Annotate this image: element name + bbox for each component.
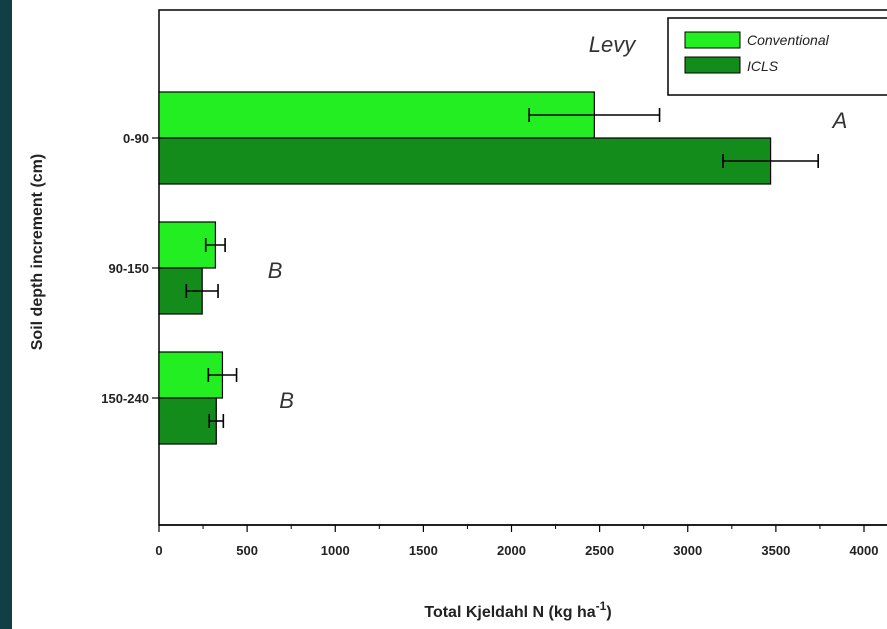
x-tick-label: 3500 bbox=[761, 543, 790, 558]
x-axis-title-superscript: -1 bbox=[596, 599, 607, 613]
annotations-layer: A B B bbox=[268, 108, 848, 413]
legend-label-conventional: Conventional bbox=[747, 32, 830, 48]
bar-chart: 0 500 1000 1500 2000 2500 3000 3500 4000 0-90 90-… bbox=[29, 9, 887, 621]
x-tick-label: 500 bbox=[236, 543, 258, 558]
bar-icls-150-240 bbox=[158, 397, 217, 445]
x-axis: 0 500 1000 1500 2000 2500 3000 3500 4000 bbox=[155, 524, 887, 558]
group-letter: B bbox=[279, 388, 294, 413]
x-axis-title-main: Total Kjeldahl N (kg ha bbox=[424, 604, 595, 621]
chart-panel: 0 500 1000 1500 2000 2500 3000 3500 4000 0-90 90-… bbox=[12, 0, 887, 629]
legend: Conventional ICLS bbox=[667, 17, 887, 96]
x-tick-label: 1000 bbox=[321, 543, 350, 558]
x-tick-label: 1500 bbox=[409, 543, 438, 558]
x-tick-label: 3000 bbox=[673, 543, 702, 558]
error-bars-layer bbox=[185, 108, 819, 428]
group-letter: B bbox=[268, 258, 283, 283]
x-axis-title-suffix: ) bbox=[606, 604, 611, 621]
y-tick-label: 0-90 bbox=[123, 131, 149, 146]
legend-label-icls: ICLS bbox=[747, 58, 779, 74]
bars-layer bbox=[158, 91, 772, 445]
y-axis-title: Soil depth increment (cm) bbox=[29, 154, 46, 350]
group-letter: A bbox=[831, 108, 848, 133]
y-tick-label: 90-150 bbox=[109, 261, 149, 276]
x-tick-label: 4000 bbox=[850, 543, 879, 558]
legend-swatch-conventional bbox=[684, 31, 741, 49]
chart-title: Levy bbox=[589, 32, 637, 57]
x-axis-title: Total Kjeldahl N (kg ha-1) bbox=[424, 599, 611, 621]
x-tick-label: 2500 bbox=[585, 543, 614, 558]
y-axis: 0-90 90-150 150-240 bbox=[101, 131, 159, 406]
x-tick-label: 0 bbox=[155, 543, 162, 558]
bar-icls-0-90 bbox=[158, 137, 772, 185]
y-tick-label: 150-240 bbox=[101, 391, 149, 406]
x-tick-label: 2000 bbox=[497, 543, 526, 558]
legend-swatch-icls bbox=[684, 56, 741, 74]
